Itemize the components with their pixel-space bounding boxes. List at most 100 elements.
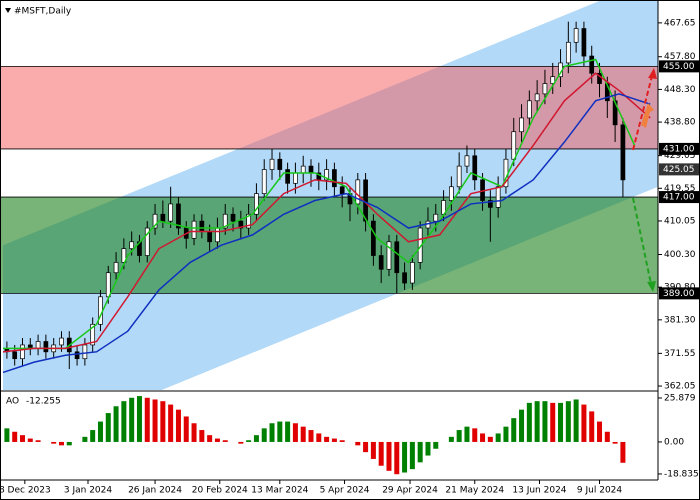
candle-body bbox=[488, 200, 493, 208]
candle-body bbox=[324, 169, 329, 181]
ao-bar bbox=[456, 430, 462, 442]
title-icon bbox=[5, 8, 11, 13]
ao-bar bbox=[339, 440, 345, 442]
ao-bar bbox=[285, 421, 291, 442]
ao-bar bbox=[612, 441, 618, 444]
x-tick-label: 29 Apr 2024 bbox=[382, 486, 438, 496]
zone bbox=[0, 197, 658, 294]
ao-bar bbox=[433, 441, 439, 449]
ao-bar bbox=[480, 433, 486, 442]
candle-body bbox=[464, 155, 470, 167]
candle-body bbox=[573, 28, 579, 43]
ao-bar bbox=[136, 396, 142, 442]
candle-body bbox=[246, 213, 251, 229]
ao-bar bbox=[121, 401, 127, 442]
candle-body bbox=[168, 203, 173, 222]
ao-bar bbox=[152, 399, 158, 442]
ao-bar bbox=[97, 421, 103, 442]
ao-bar bbox=[246, 440, 252, 442]
arrow-down bbox=[632, 197, 652, 285]
ao-bar bbox=[378, 441, 384, 466]
ao-bar bbox=[4, 428, 10, 442]
ao-bar bbox=[105, 413, 111, 442]
candle-body bbox=[59, 337, 64, 346]
ao-bar bbox=[417, 441, 423, 463]
ao-bar bbox=[394, 441, 400, 475]
candle-body bbox=[129, 241, 135, 250]
ao-bar bbox=[269, 423, 275, 442]
y-tick-label: 419.55 bbox=[664, 184, 696, 194]
x-tick-label: 20 Feb 2024 bbox=[192, 486, 248, 496]
candle-body bbox=[550, 76, 556, 84]
arrow-small bbox=[641, 103, 654, 128]
candle-body bbox=[144, 227, 150, 256]
candle-body bbox=[285, 169, 290, 184]
y-tick-label: 381.30 bbox=[664, 315, 696, 325]
arrow-head bbox=[647, 281, 656, 292]
ao-bar bbox=[129, 397, 135, 442]
candle-body bbox=[620, 124, 626, 181]
ao-bar bbox=[113, 406, 119, 442]
level-box bbox=[659, 60, 699, 73]
candle-body bbox=[565, 41, 571, 64]
candle-body bbox=[222, 213, 228, 229]
x-tick-label: 26 Jan 2024 bbox=[128, 486, 182, 496]
x-tick-label: 21 May 2024 bbox=[445, 486, 504, 496]
candle-body bbox=[472, 155, 478, 181]
candle-body bbox=[433, 213, 439, 222]
candle-body bbox=[534, 93, 540, 102]
candle-body bbox=[511, 131, 517, 160]
ao-bar bbox=[19, 435, 25, 442]
ao-bar bbox=[487, 436, 493, 442]
level-label: 455.00 bbox=[663, 62, 695, 72]
candle-body bbox=[35, 341, 41, 349]
x-tick-label: 13 Mar 2024 bbox=[251, 486, 308, 496]
ao-bar bbox=[183, 416, 189, 442]
main-panel bbox=[0, 0, 658, 390]
arrow-head bbox=[648, 68, 657, 79]
level-label: 431.00 bbox=[663, 144, 695, 154]
ao-bar bbox=[12, 431, 18, 442]
level-label: 417.00 bbox=[663, 193, 695, 203]
ao-current: -12.255 bbox=[26, 397, 61, 407]
arrow-up bbox=[632, 75, 653, 151]
ao-bar bbox=[402, 441, 408, 473]
candle-body bbox=[90, 323, 96, 346]
ao-bar bbox=[168, 404, 174, 442]
ao-bar bbox=[308, 430, 314, 442]
y-tick-label: 429.05 bbox=[664, 151, 696, 161]
ma-line bbox=[2, 93, 651, 374]
ao-bar bbox=[90, 430, 96, 442]
zone bbox=[0, 66, 658, 149]
candle-body bbox=[495, 186, 501, 208]
candle-body bbox=[199, 220, 205, 232]
candle-body bbox=[456, 165, 462, 188]
candle-body bbox=[581, 28, 587, 57]
ma-line bbox=[3, 58, 636, 350]
ao-bar bbox=[27, 438, 33, 442]
ao-bar bbox=[82, 436, 88, 442]
candle-body bbox=[238, 220, 244, 229]
ao-bar bbox=[511, 418, 517, 442]
y-tick-label: 467.65 bbox=[664, 18, 696, 28]
candle-body bbox=[215, 227, 220, 243]
ao-bar bbox=[199, 430, 205, 442]
candle-body bbox=[332, 169, 337, 188]
ao-bar bbox=[503, 426, 509, 442]
ao-bar bbox=[324, 436, 330, 442]
candle-body bbox=[371, 220, 376, 256]
candle-body bbox=[277, 158, 283, 170]
candle-body bbox=[113, 262, 119, 274]
candle-body bbox=[74, 351, 80, 360]
ma-line bbox=[2, 72, 651, 353]
axes: 467.65 457.80 448.30 438.80 429.05 419.55 410.… bbox=[0, 18, 699, 496]
candle-body bbox=[269, 158, 275, 170]
candle-body bbox=[355, 179, 361, 205]
ao-bar bbox=[409, 441, 415, 470]
current-price-box bbox=[659, 163, 699, 176]
forecast-arrows bbox=[632, 68, 657, 292]
ao-bar bbox=[534, 401, 540, 442]
candle-body bbox=[176, 203, 181, 229]
ao-bar bbox=[222, 440, 228, 442]
